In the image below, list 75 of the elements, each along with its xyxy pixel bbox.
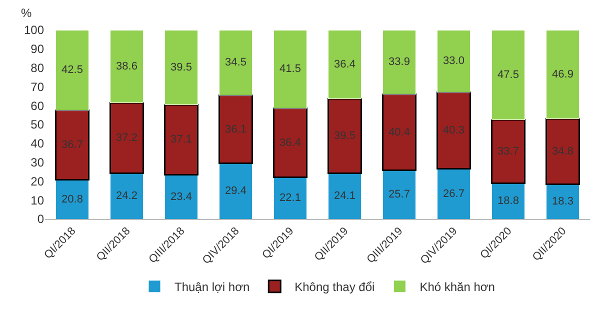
bar (274, 30, 307, 109)
y-tick-label: 100 (24, 23, 44, 38)
data-label: 46.9 (552, 68, 574, 80)
y-tick-label: 60 (30, 98, 44, 113)
bar (274, 176, 307, 219)
data-label: 39.5 (334, 130, 356, 142)
bar (164, 30, 198, 105)
bar (382, 170, 416, 219)
data-label: 22.1 (280, 192, 301, 204)
data-label: 39.5 (170, 61, 192, 74)
bar (164, 174, 198, 219)
data-label: 40.3 (443, 124, 464, 136)
data-label: 47.5 (498, 68, 519, 81)
bar (382, 30, 416, 94)
data-label: 34.8 (552, 146, 574, 158)
bar (382, 93, 416, 172)
legend-label: Khó khăn hơn (420, 280, 495, 294)
data-label: 41.5 (280, 63, 301, 76)
bar (437, 168, 470, 219)
data-label: 33.7 (498, 146, 519, 158)
bar (436, 92, 471, 170)
data-label: 37.2 (116, 132, 138, 144)
data-label: 26.7 (443, 188, 464, 200)
data-label: 36.4 (280, 136, 301, 149)
data-label: 24.2 (116, 190, 138, 202)
data-label: 23.4 (170, 190, 192, 203)
bar (328, 30, 362, 100)
y-axis-title: % (21, 6, 32, 20)
legend-label: Thuận lợi hơn (174, 280, 250, 294)
data-label: 40.4 (388, 126, 410, 138)
bar (328, 98, 362, 174)
data-label: 33.0 (443, 55, 464, 68)
bar (492, 30, 525, 120)
bar (328, 173, 362, 219)
legend-label: Không thay đổi (294, 280, 375, 294)
bar (219, 163, 252, 219)
bar (273, 108, 308, 178)
y-tick-label: 70 (30, 80, 44, 94)
bar (110, 173, 144, 219)
bar (437, 30, 470, 93)
bar (164, 104, 198, 176)
bar (546, 184, 580, 219)
bar (56, 179, 89, 219)
data-label: 37.1 (170, 134, 192, 146)
data-label: 38.6 (116, 60, 138, 72)
data-label: 42.5 (62, 64, 83, 76)
data-label: 36.1 (225, 123, 246, 136)
data-label: 34.5 (225, 56, 246, 69)
bar (546, 30, 580, 119)
data-label: 18.3 (552, 196, 574, 208)
y-tick-label: 50 (30, 118, 44, 132)
data-label: 24.1 (334, 190, 356, 202)
data-label: 18.8 (498, 195, 519, 208)
bar (218, 94, 253, 164)
data-label: 33.9 (388, 56, 410, 68)
bar (219, 30, 252, 96)
y-tick-label: 30 (30, 156, 44, 170)
bar (492, 183, 525, 219)
data-label: 36.7 (62, 139, 83, 152)
bar (110, 30, 144, 104)
bar (546, 118, 580, 186)
y-tick-label: 10 (30, 193, 44, 208)
data-label: 25.7 (388, 188, 410, 201)
y-tick-label: 0 (37, 212, 44, 226)
y-tick-label: 90 (30, 42, 44, 56)
y-tick-label: 40 (30, 136, 44, 151)
y-tick-label: 20 (30, 174, 44, 188)
bar (55, 110, 90, 180)
bar (491, 119, 526, 184)
data-label: 29.4 (225, 185, 246, 198)
data-label: 36.4 (334, 58, 356, 70)
bar (110, 102, 144, 174)
data-label: 20.8 (62, 193, 83, 206)
bar (56, 30, 89, 111)
y-tick-label: 80 (30, 61, 44, 75)
